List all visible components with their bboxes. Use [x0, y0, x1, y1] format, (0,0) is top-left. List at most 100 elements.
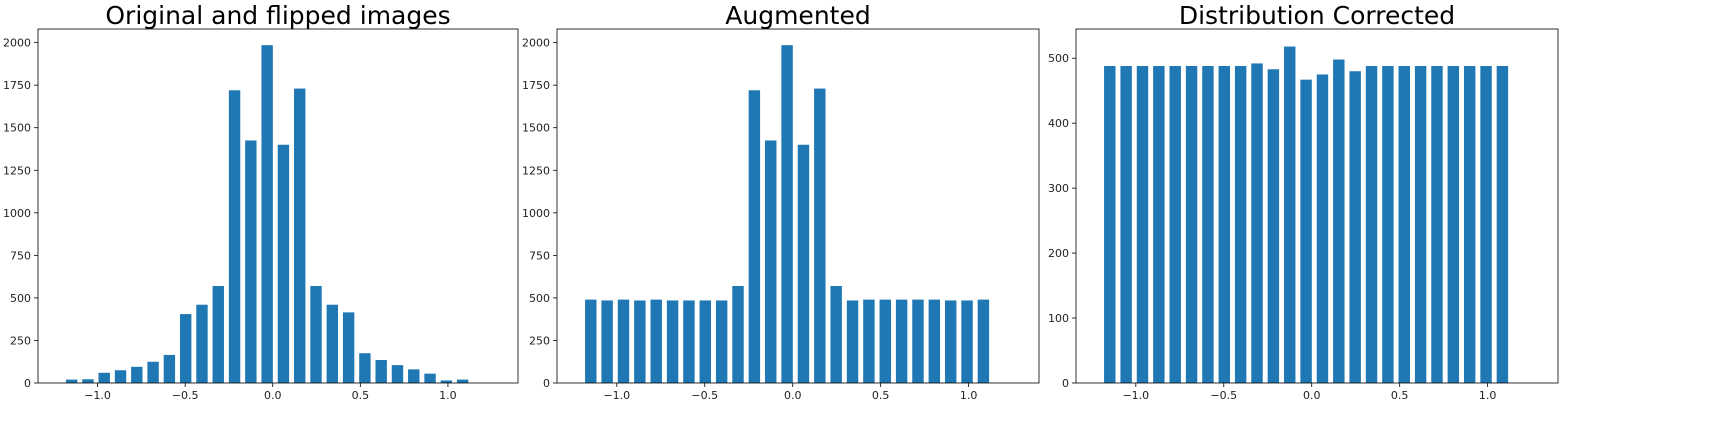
y-tick-label: 200 [1048, 247, 1069, 260]
bar [1398, 66, 1410, 384]
y-tick-label: 0 [543, 377, 550, 390]
x-tick-label: −0.5 [172, 389, 199, 402]
y-tick-label: 2000 [522, 37, 550, 50]
bar [912, 299, 924, 383]
bar [863, 299, 875, 383]
bar [179, 314, 192, 383]
x-tick-label: 0.5 [1391, 389, 1409, 402]
bar [212, 285, 224, 383]
bar [1185, 66, 1198, 384]
y-tick-label: 1000 [522, 207, 550, 220]
x-tick-label: 0.5 [352, 389, 370, 402]
chart-augmented-svg: −1.0 −0.5 0.0 0.5 1.0 0 250 500 750 1000 1250 1500 1… [522, 1, 1040, 402]
bar [1104, 66, 1116, 384]
x-tick-label: 0.5 [872, 389, 890, 402]
bar [895, 299, 908, 383]
bar [114, 370, 127, 383]
bar [440, 380, 453, 383]
bar [1480, 66, 1492, 384]
plot-frame [37, 28, 519, 384]
bar [928, 299, 941, 383]
bar [1202, 66, 1214, 384]
y-tick-label: 1500 [3, 122, 31, 135]
bar [1136, 66, 1149, 384]
bar [261, 45, 273, 384]
x-tick-label: 0.0 [264, 389, 282, 402]
bar [245, 140, 257, 383]
y-tick-label: 250 [529, 334, 550, 347]
plot-frame [1075, 28, 1559, 384]
chart-original-svg: −1.0 −0.5 0.0 0.5 1.0 0 250 500 750 1000 1250 1500 1… [3, 1, 519, 402]
chart-panel-original: −1.0 −0.5 0.0 0.5 1.0 0 250 500 750 1000 1250 1500 1… [0, 0, 575, 445]
y-tick-label: 1500 [522, 122, 550, 135]
bar [65, 379, 78, 383]
bar [781, 45, 793, 384]
x-tick-label: −1.0 [603, 389, 630, 402]
y-tick-label: 500 [529, 292, 550, 305]
chart-title: Original and flipped images [105, 1, 450, 30]
bar [666, 300, 679, 383]
x-tick-label: −1.0 [1122, 389, 1149, 402]
bar [1234, 66, 1247, 384]
x-tick-label: 0.0 [1303, 389, 1321, 402]
bar [944, 300, 957, 383]
bar [1267, 69, 1280, 384]
bar [375, 360, 387, 383]
bar [342, 312, 355, 383]
bar [715, 300, 728, 383]
y-tick-label: 1250 [3, 164, 31, 177]
chart-panel-augmented: −1.0 −0.5 0.0 0.5 1.0 0 250 500 750 1000 1250 1500 1… [522, 0, 1150, 445]
bar [601, 300, 613, 383]
bar [1251, 63, 1263, 384]
bar [797, 144, 810, 383]
bar [456, 379, 469, 383]
x-tick-label: −1.0 [84, 389, 111, 402]
bar [131, 366, 143, 383]
bar [634, 300, 646, 383]
bar [310, 285, 322, 383]
bar [1316, 74, 1329, 383]
bar [1496, 66, 1509, 384]
y-tick-label: 1250 [522, 164, 550, 177]
bar [585, 299, 597, 383]
bar [326, 304, 338, 383]
bar [617, 299, 630, 383]
x-tick-label: 1.0 [439, 389, 457, 402]
y-tick-label: 250 [10, 334, 31, 347]
bar [359, 353, 371, 383]
y-tick-label: 0 [24, 377, 31, 390]
bar [424, 373, 436, 383]
bar [830, 285, 842, 383]
y-tick-label: 1750 [3, 79, 31, 92]
bar [1365, 66, 1378, 384]
y-tick-label: 400 [1048, 117, 1069, 130]
y-tick-label: 500 [1048, 52, 1069, 65]
bar [977, 299, 990, 383]
chart-panel-corrected: −1.0 −0.5 0.0 0.5 1.0 0 100 200 300 400 500 Distrib… [1048, 0, 1725, 445]
bar [1218, 66, 1231, 384]
bar [814, 88, 826, 383]
bar [1349, 71, 1361, 383]
bar [1333, 59, 1345, 383]
y-tick-label: 300 [1048, 182, 1069, 195]
x-tick-label: −0.5 [691, 389, 718, 402]
bar [1431, 66, 1443, 384]
bar [683, 300, 695, 383]
bar [650, 299, 662, 383]
bar [732, 285, 744, 383]
bar [277, 144, 290, 383]
y-tick-label: 750 [10, 249, 31, 262]
x-tick-label: 1.0 [1479, 389, 1497, 402]
bar [147, 361, 159, 383]
bar [294, 88, 306, 383]
bar [765, 140, 777, 383]
bar [1463, 66, 1476, 384]
y-tick-label: 2000 [3, 37, 31, 50]
bar [1120, 66, 1132, 384]
bar [961, 300, 973, 383]
plot-frame [556, 28, 1040, 384]
bar [391, 365, 404, 383]
chart-title: Distribution Corrected [1179, 1, 1455, 30]
bar [228, 90, 241, 384]
